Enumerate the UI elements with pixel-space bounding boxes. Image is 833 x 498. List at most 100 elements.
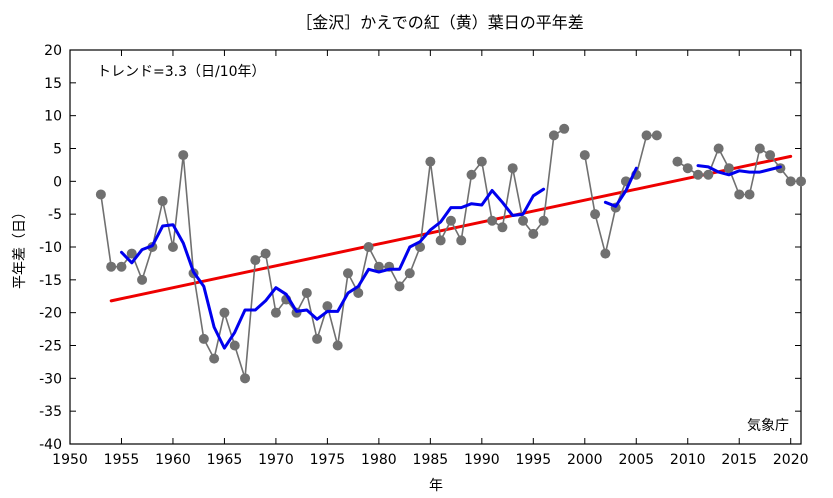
- x-tick-label: 1975: [310, 452, 346, 468]
- data-point: [765, 150, 776, 161]
- source-label: 気象庁: [747, 418, 789, 434]
- x-tick-label: 1990: [464, 452, 500, 468]
- data-point: [466, 169, 477, 180]
- trend-line: [109, 154, 793, 303]
- data-point: [559, 123, 570, 134]
- data-point: [796, 176, 806, 187]
- trend-annotation: トレンド=3.3（日/10年）: [97, 64, 266, 80]
- x-axis: 1950 1955 1960 1965 1970 1975 1980 1985 1990 1995…: [52, 50, 809, 468]
- data-point: [497, 222, 508, 233]
- data-point: [219, 307, 230, 318]
- data-point: [476, 156, 487, 167]
- data-point: [734, 189, 745, 200]
- moving-average-line: [603, 166, 638, 208]
- data-point: [250, 255, 261, 266]
- x-tick-label: 2000: [567, 452, 603, 468]
- data-point: [600, 248, 611, 259]
- data-point: [507, 163, 518, 174]
- y-tick-label: 5: [53, 142, 62, 158]
- y-tick-label: 20: [44, 43, 62, 59]
- x-tick-label: 2010: [670, 452, 706, 468]
- data-point: [342, 268, 353, 279]
- data-point: [693, 169, 704, 180]
- y-tick-label: -40: [39, 437, 62, 453]
- data-point: [435, 235, 446, 246]
- data-point: [106, 261, 117, 272]
- data-point: [126, 248, 137, 259]
- y-axis-title: 平年差（日）: [12, 205, 28, 289]
- x-axis-title: 年: [429, 478, 443, 494]
- x-tick-label: 1950: [52, 452, 88, 468]
- moving-average-series: [120, 164, 782, 350]
- x-tick-label: 2005: [618, 452, 654, 468]
- y-tick-label: 0: [53, 174, 62, 190]
- y-tick-label: -10: [39, 240, 62, 256]
- observed-line: [100, 128, 566, 380]
- x-tick-label: 1965: [207, 452, 243, 468]
- y-tick-label: -20: [39, 306, 62, 322]
- data-point: [270, 307, 281, 318]
- data-point: [682, 163, 693, 174]
- data-point: [445, 215, 456, 226]
- x-tick-label: 1995: [515, 452, 551, 468]
- data-point: [229, 340, 240, 351]
- data-point: [394, 281, 405, 292]
- x-tick-label: 1955: [104, 452, 140, 468]
- data-point: [322, 301, 333, 312]
- y-tick-label: -35: [39, 404, 62, 420]
- y-tick-label: -15: [39, 273, 62, 289]
- data-point: [178, 150, 189, 161]
- y-tick-label: 10: [44, 109, 62, 125]
- data-point: [518, 215, 529, 226]
- data-point: [137, 274, 148, 285]
- data-point: [240, 373, 251, 384]
- y-tick-label: -5: [48, 207, 62, 223]
- trend-layer: [109, 154, 793, 303]
- data-point: [703, 169, 714, 180]
- data-point: [528, 228, 539, 239]
- data-point: [116, 261, 127, 272]
- x-tick-label: 1960: [155, 452, 191, 468]
- observed-line: [583, 134, 658, 255]
- data-point: [754, 143, 765, 154]
- data-point: [425, 156, 436, 167]
- data-point: [456, 235, 467, 246]
- data-point: [260, 248, 271, 259]
- data-point: [373, 261, 384, 272]
- data-point: [167, 242, 178, 252]
- x-tick-label: 1970: [258, 452, 294, 468]
- x-tick-label: 1985: [413, 452, 449, 468]
- data-point: [744, 189, 755, 200]
- data-point: [548, 130, 559, 141]
- y-axis: -40 -35 -30 -25 -20 -15 -10 -5 0 5 10 15 20: [39, 43, 801, 453]
- data-point: [332, 340, 343, 351]
- moving-average-line: [120, 187, 546, 350]
- x-tick-label: 1980: [361, 452, 397, 468]
- data-point: [157, 196, 168, 207]
- data-point: [363, 242, 374, 252]
- data-point: [641, 130, 652, 141]
- data-point: [487, 215, 498, 226]
- data-point: [590, 209, 601, 220]
- data-point: [95, 189, 106, 200]
- data-point: [404, 268, 415, 279]
- data-point: [713, 143, 724, 154]
- moving-average-line: [696, 164, 782, 177]
- plot-frame: [69, 49, 802, 445]
- data-point: [651, 130, 662, 141]
- y-tick-label: -30: [39, 371, 62, 387]
- data-point: [723, 163, 734, 174]
- data-point: [579, 150, 590, 161]
- data-point: [301, 287, 312, 298]
- x-tick-label: 2015: [721, 452, 757, 468]
- data-point: [209, 353, 220, 364]
- observed-series: [95, 123, 806, 384]
- data-point: [198, 333, 209, 344]
- chart-title: ［金沢］かえでの紅（黄）葉日の平年差: [296, 13, 584, 32]
- x-tick-label: 2020: [773, 452, 809, 468]
- y-tick-label: -25: [39, 339, 62, 355]
- data-point: [312, 333, 323, 344]
- data-point: [353, 287, 364, 298]
- y-tick-label: 15: [44, 76, 62, 92]
